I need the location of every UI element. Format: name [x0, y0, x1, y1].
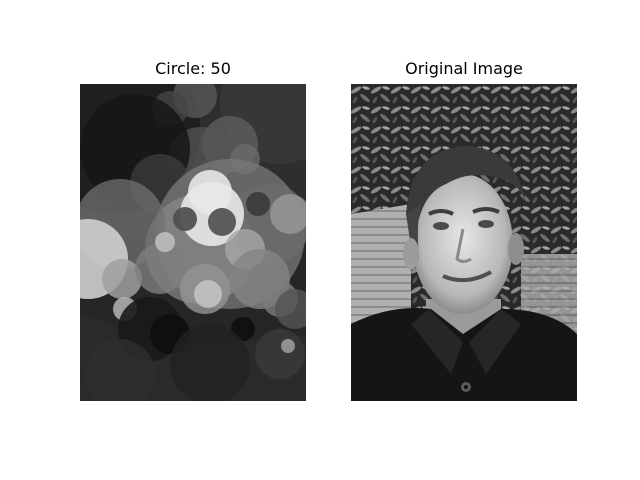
original-photo [351, 84, 577, 401]
original-panel-title: Original Image [405, 59, 523, 78]
circle-approximation-image [80, 84, 306, 401]
approximation-panel-title: Circle: 50 [155, 59, 231, 78]
